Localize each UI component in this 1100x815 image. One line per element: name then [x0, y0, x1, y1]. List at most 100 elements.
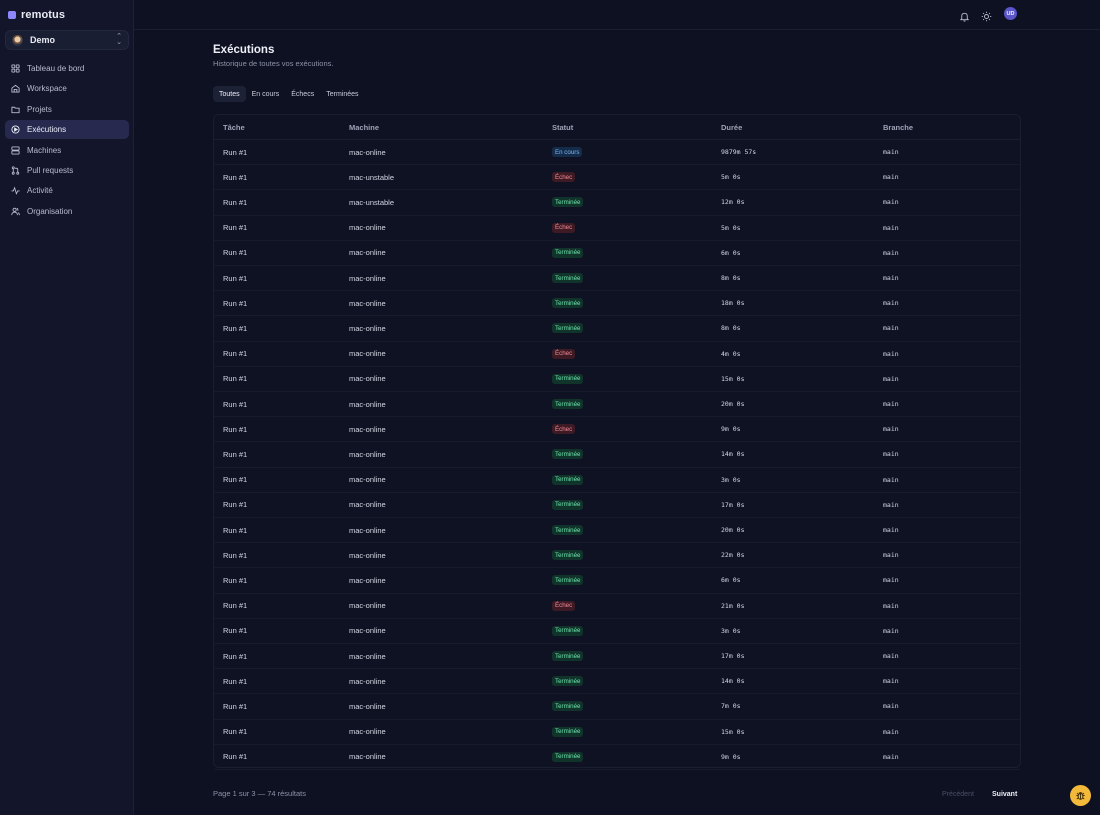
cell-task: Run #1	[223, 752, 248, 762]
sidebar-item-activity[interactable]: Activité	[5, 181, 129, 200]
cell-duration: 14m 0s	[721, 677, 745, 686]
cell-status: Terminée	[552, 392, 584, 416]
column-header-machine[interactable]: Machine	[349, 122, 380, 132]
status-badge: Échec	[552, 172, 576, 183]
tab-all[interactable]: Toutes	[213, 86, 246, 102]
table-row[interactable]: Run #1 mac-online Terminée 14m 0s main	[214, 442, 1020, 468]
table-row[interactable]: Run #1 mac-unstable Terminée 12m 0s main	[214, 190, 1020, 216]
bell-icon[interactable]	[959, 9, 970, 22]
sidebar-item-label: Organisation	[27, 206, 73, 216]
table-row[interactable]: Run #1 mac-online Terminée 15m 0s main	[214, 720, 1020, 745]
workspace-switcher[interactable]: Demo ⌃ ⌄	[5, 30, 129, 50]
cell-branch: main	[883, 450, 899, 459]
sidebar-item-organisation[interactable]: Organisation	[5, 202, 129, 221]
next-page-button[interactable]: Suivant	[992, 790, 1018, 798]
cell-machine: mac-online	[349, 575, 386, 585]
cell-status: Terminée	[552, 266, 584, 290]
table-row[interactable]: Run #1 mac-online Échec 4m 0s main	[214, 342, 1020, 367]
cell-task: Run #1	[223, 172, 248, 182]
bug-report-button[interactable]	[1070, 785, 1091, 806]
cell-branch: main	[883, 652, 899, 661]
cell-duration: 9m 0s	[721, 425, 741, 434]
cell-duration: 18m 0s	[721, 299, 745, 308]
cell-machine: mac-online	[349, 248, 386, 258]
column-header-task[interactable]: Tâche	[223, 122, 245, 132]
table-row[interactable]: Run #1 mac-online Terminée 9m 0s main	[214, 745, 1020, 770]
table-row[interactable]: Run #1 mac-online En cours 9879m 57s main	[214, 140, 1020, 166]
previous-page-button[interactable]: Précédent	[942, 790, 974, 798]
table-row[interactable]: Run #1 mac-online Terminée 8m 0s main	[214, 316, 1020, 342]
cell-task: Run #1	[223, 223, 248, 233]
tab-completed[interactable]: Terminées	[326, 90, 359, 98]
cell-branch: main	[883, 475, 899, 484]
sidebar-item-workspace[interactable]: Workspace	[5, 79, 129, 98]
cell-task: Run #1	[223, 197, 248, 207]
cell-machine: mac-online	[349, 223, 386, 233]
status-badge: Terminée	[552, 625, 584, 636]
sidebar-item-projects[interactable]: Projets	[5, 100, 129, 119]
table-row[interactable]: Run #1 mac-online Terminée 20m 0s main	[214, 518, 1020, 544]
cell-machine: mac-online	[349, 273, 386, 283]
cell-machine: mac-online	[349, 727, 386, 737]
cell-machine: mac-online	[349, 374, 386, 384]
tab-running[interactable]: En cours	[251, 90, 280, 98]
cell-status: Échec	[552, 594, 576, 618]
sidebar-item-executions[interactable]: Exécutions	[5, 120, 129, 140]
sidebar-item-label: Workspace	[27, 84, 67, 94]
sun-icon[interactable]	[981, 9, 992, 22]
table-row[interactable]: Run #1 mac-online Terminée 22m 0s main	[214, 543, 1020, 569]
status-tabs: Toutes En cours Échecs Terminées	[213, 86, 365, 102]
sidebar-item-dashboard[interactable]: Tableau de bord	[5, 59, 129, 78]
table-row[interactable]: Run #1 mac-online Terminée 18m 0s main	[214, 291, 1020, 317]
cell-machine: mac-online	[349, 475, 386, 485]
table-row[interactable]: Run #1 mac-online Terminée 17m 0s main	[214, 644, 1020, 670]
table-row[interactable]: Run #1 mac-online Terminée 7m 0s main	[214, 694, 1020, 720]
table-row[interactable]: Run #1 mac-online Échec 5m 0s main	[214, 216, 1020, 241]
column-header-status[interactable]: Statut	[552, 122, 574, 132]
cell-status: Terminée	[552, 568, 584, 592]
table-row[interactable]: Run #1 mac-online Terminée 15m 0s main	[214, 367, 1020, 392]
table-row[interactable]: Run #1 mac-online Échec 9m 0s main	[214, 417, 1020, 443]
table-row[interactable]: Run #1 mac-online Terminée 17m 0s main	[214, 493, 1020, 518]
sidebar-item-label: Projets	[27, 104, 52, 114]
status-badge: Terminée	[552, 575, 584, 586]
cell-task: Run #1	[223, 651, 248, 661]
cell-branch: main	[883, 576, 899, 585]
cell-machine: mac-online	[349, 752, 386, 762]
sidebar-item-machines[interactable]: Machines	[5, 141, 129, 160]
pull-request-icon	[11, 166, 20, 175]
brand[interactable]: remotus	[8, 9, 65, 21]
cell-task: Run #1	[223, 575, 248, 585]
pagination-summary: Page 1 sur 3 — 74 résultats	[213, 789, 306, 798]
tab-failures[interactable]: Échecs	[291, 90, 315, 98]
cell-status: Terminée	[552, 669, 584, 693]
column-header-branch[interactable]: Branche	[883, 122, 914, 132]
cell-task: Run #1	[223, 525, 248, 535]
cell-task: Run #1	[223, 399, 248, 409]
table-row[interactable]: Run #1 mac-online Terminée 20m 0s main	[214, 392, 1020, 418]
cell-status: Terminée	[552, 190, 584, 214]
table-row[interactable]: Run #1 mac-online Terminée 14m 0s main	[214, 669, 1020, 695]
column-header-duration[interactable]: Durée	[721, 122, 743, 132]
table-row[interactable]: Run #1 mac-online Échec 21m 0s main	[214, 594, 1020, 619]
cell-branch: main	[883, 677, 899, 686]
user-avatar[interactable]: UD	[1004, 7, 1017, 20]
cell-machine: mac-online	[349, 525, 386, 535]
table-row[interactable]: Run #1 mac-online Terminée 8m 0s main	[214, 266, 1020, 292]
cell-duration: 4m 0s	[721, 349, 741, 358]
bug-icon	[1076, 792, 1085, 800]
cell-status: Terminée	[552, 745, 584, 769]
table-row[interactable]: Run #1 mac-online Terminée 6m 0s main	[214, 241, 1020, 266]
cell-status: Terminée	[552, 619, 584, 643]
sidebar-item-label: Tableau de bord	[27, 64, 85, 73]
sidebar-item-pull-requests[interactable]: Pull requests	[5, 161, 129, 180]
cell-status: Terminée	[552, 316, 584, 340]
table-row[interactable]: Run #1 mac-online Terminée 3m 0s main	[214, 619, 1020, 644]
cell-duration: 8m 0s	[721, 324, 741, 333]
table-row[interactable]: Run #1 mac-online Terminée 6m 0s main	[214, 568, 1020, 594]
table-row[interactable]: Run #1 mac-online Terminée 3m 0s main	[214, 468, 1020, 493]
cell-machine: mac-online	[349, 626, 386, 636]
table-row[interactable]: Run #1 mac-unstable Échec 5m 0s main	[214, 165, 1020, 191]
cell-duration: 17m 0s	[721, 500, 745, 509]
status-badge: Terminée	[552, 499, 584, 510]
